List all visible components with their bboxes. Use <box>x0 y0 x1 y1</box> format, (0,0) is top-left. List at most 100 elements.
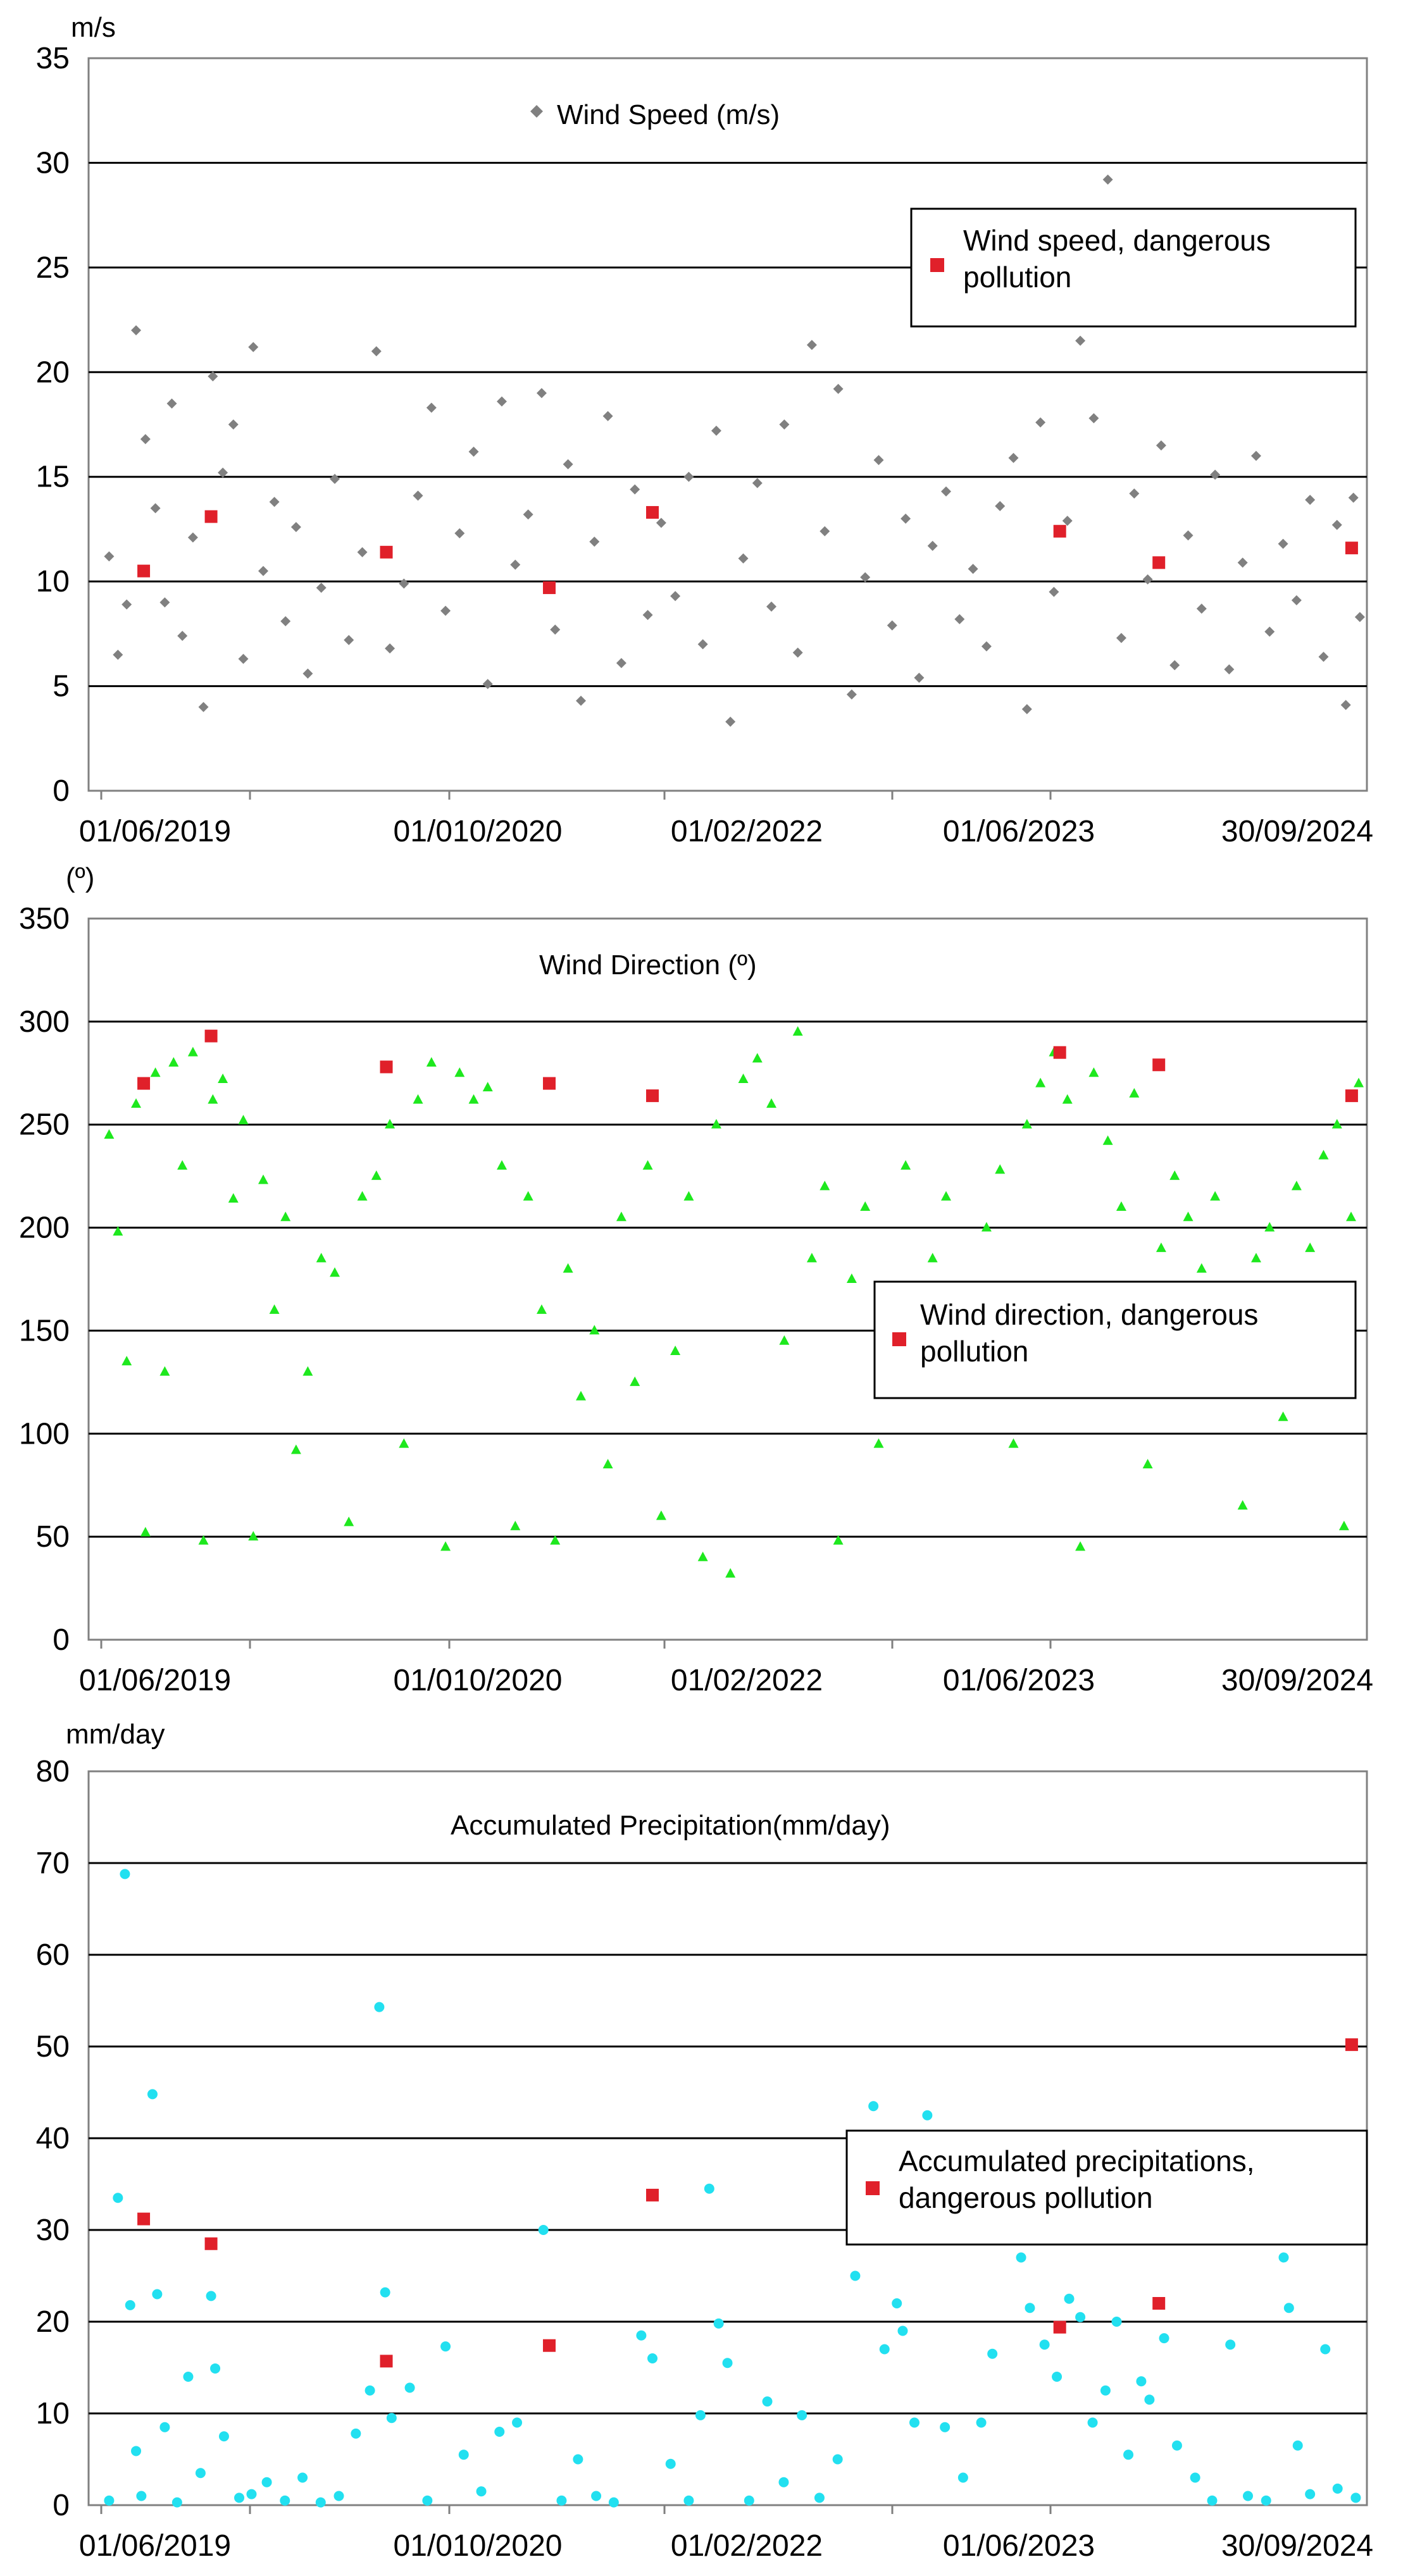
data-point <box>150 1067 161 1077</box>
data-point <box>316 1253 327 1263</box>
data-point <box>711 425 721 436</box>
data-point <box>868 2101 879 2112</box>
data-point <box>344 635 354 645</box>
y-tick-label: 80 <box>36 1755 70 1788</box>
data-point <box>261 2477 272 2487</box>
data-point <box>846 1273 857 1283</box>
data-point <box>131 2446 142 2456</box>
data-point <box>1305 495 1316 505</box>
data-point <box>806 1253 817 1263</box>
data-point <box>413 490 423 501</box>
data-point <box>1291 595 1302 605</box>
data-point <box>1345 1211 1356 1222</box>
y-tick-label: 150 <box>19 1314 70 1347</box>
chart-title: Accumulated Precipitation(mm/day) <box>451 1810 890 1841</box>
data-point <box>385 643 396 654</box>
y-tick-label: 30 <box>36 2214 70 2247</box>
data-point <box>556 2495 567 2506</box>
data-point <box>725 716 736 727</box>
data-point <box>302 668 313 679</box>
data-point <box>494 2427 505 2437</box>
data-point <box>1144 2394 1155 2405</box>
data-point <box>1102 174 1113 185</box>
y-tick-label: 50 <box>36 2030 70 2064</box>
data-point <box>523 509 533 520</box>
data-point <box>1210 1191 1221 1201</box>
data-point <box>246 2489 257 2499</box>
data-point <box>832 2454 843 2465</box>
data-point <box>482 679 493 690</box>
highlight-point <box>204 510 218 523</box>
x-tick-label: 01/010/2020 <box>394 1664 563 1697</box>
data-point <box>762 2396 773 2407</box>
data-point <box>1087 2417 1098 2428</box>
y-tick-label: 15 <box>36 461 70 494</box>
data-point <box>269 1304 280 1314</box>
data-point <box>1237 557 1248 568</box>
data-point <box>536 1304 547 1314</box>
data-point <box>575 695 586 706</box>
data-point <box>512 2417 523 2428</box>
data-point <box>166 398 177 409</box>
data-point <box>1052 2372 1063 2382</box>
data-point <box>860 1201 871 1211</box>
data-point <box>873 1438 884 1448</box>
y-tick-label: 40 <box>36 2122 70 2155</box>
data-point <box>833 1535 844 1545</box>
data-point <box>113 1226 123 1236</box>
data-point <box>365 2385 375 2396</box>
data-point <box>258 566 269 576</box>
data-point <box>850 2270 861 2281</box>
data-point <box>642 610 653 621</box>
data-point <box>695 2410 706 2420</box>
data-point <box>413 1094 423 1104</box>
data-point <box>187 1046 198 1056</box>
data-point <box>1021 703 1032 714</box>
chart-title: Wind Direction (º) <box>539 950 757 981</box>
data-point <box>297 2472 308 2483</box>
data-point <box>697 639 708 650</box>
data-point <box>1062 1094 1073 1104</box>
data-point <box>1142 1459 1153 1469</box>
y-tick-label: 30 <box>36 146 70 180</box>
data-point <box>1331 1118 1342 1129</box>
data-point <box>1100 2385 1111 2396</box>
series-points <box>104 1869 1361 2508</box>
data-point <box>496 396 507 407</box>
data-point <box>1250 1253 1261 1263</box>
data-point <box>371 346 382 357</box>
data-point <box>860 572 871 583</box>
data-point <box>957 2472 968 2483</box>
data-point <box>374 2002 385 2012</box>
data-point <box>131 325 142 336</box>
data-point <box>940 2422 951 2432</box>
data-point <box>1305 2489 1316 2499</box>
data-point <box>122 1356 132 1366</box>
data-point <box>523 1191 533 1201</box>
highlight-point <box>204 1029 218 1043</box>
data-point <box>248 342 259 352</box>
data-point <box>351 2428 361 2439</box>
data-point <box>399 1438 409 1448</box>
data-point <box>404 2382 415 2393</box>
highlight-point <box>542 2339 556 2352</box>
data-point <box>683 1191 694 1201</box>
data-point <box>228 419 239 430</box>
highlight-point <box>137 2212 151 2226</box>
data-point <box>280 1211 291 1222</box>
data-point <box>1196 604 1207 614</box>
data-point <box>927 540 938 551</box>
highlight-point <box>542 581 556 595</box>
data-point <box>104 2495 115 2506</box>
x-axis-ticks: 01/06/2019 01/010/2020 01/02/2022 01/06/202… <box>79 1640 1373 1697</box>
data-point <box>357 547 368 557</box>
data-point <box>1292 2440 1303 2451</box>
data-point <box>258 1174 269 1184</box>
data-point <box>656 1510 666 1520</box>
data-point <box>968 564 978 574</box>
x-tick-label: 01/06/2023 <box>943 1664 1095 1697</box>
data-point <box>238 1115 249 1125</box>
data-point <box>976 2417 987 2428</box>
data-point <box>422 2495 433 2506</box>
data-point <box>187 532 198 543</box>
